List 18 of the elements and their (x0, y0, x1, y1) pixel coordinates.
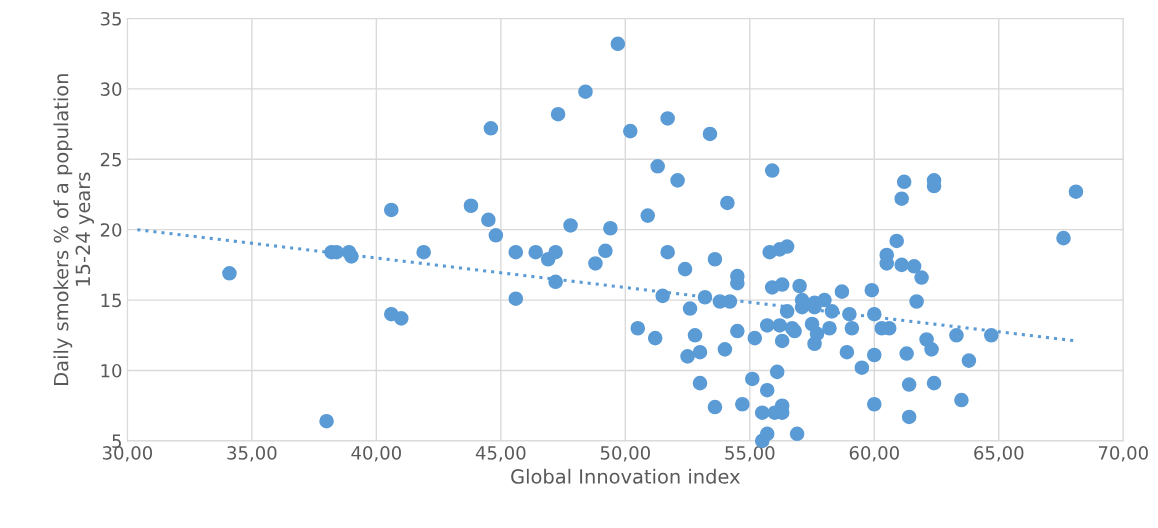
y-tick-label: 35 (100, 11, 121, 26)
x-tick-label: 45,00 (475, 446, 526, 462)
y-tick-label: 5 (112, 434, 121, 448)
x-tick-label: 30,00 (102, 446, 153, 462)
y-tick-label: 30 (100, 82, 122, 96)
x-tick-label: 55,00 (725, 446, 775, 462)
y-tick-label: 20 (100, 223, 122, 237)
y-tick-label: 15 (101, 293, 121, 308)
y-tick-label: 10 (101, 363, 122, 378)
x-axis-title: Global Innovation index (511, 468, 740, 484)
x-tick-label: 40,00 (351, 446, 401, 462)
y-tick-label: 25 (100, 152, 121, 167)
x-tick-label: 60,00 (849, 446, 899, 462)
x-tick-label: 65,00 (974, 446, 1024, 462)
x-tick-label: 70,00 (1098, 446, 1148, 462)
x-tick-label: 50,00 (600, 446, 650, 462)
x-tick-label: 35,00 (227, 446, 277, 462)
y-axis-title: Daily smokers % of a population 15-24 years (53, 74, 94, 385)
